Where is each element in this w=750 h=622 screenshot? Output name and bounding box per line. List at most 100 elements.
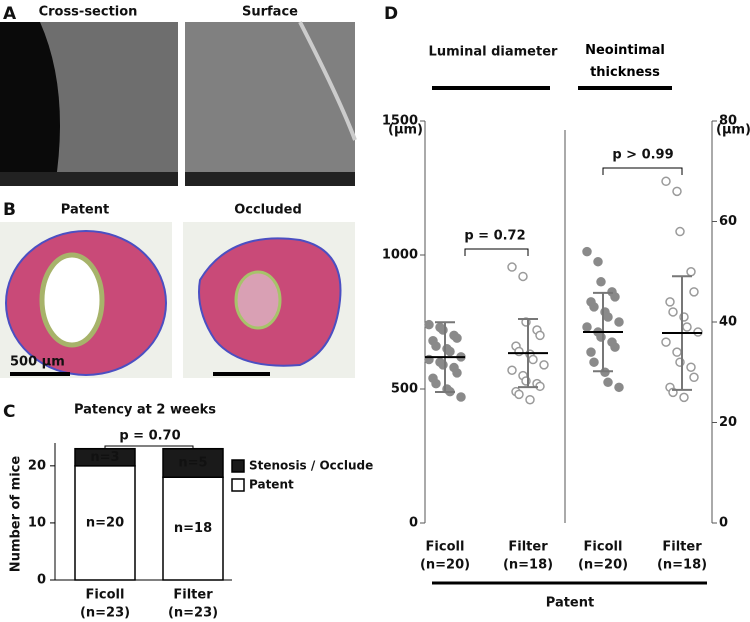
x-tick-sublabel: (n=18) xyxy=(503,558,553,573)
chart-title: Patency at 2 weeks xyxy=(74,403,216,418)
legend-label: Stenosis / Occlude xyxy=(249,459,373,473)
data-point xyxy=(686,362,696,372)
y2-axis-label: (µm) xyxy=(716,123,750,138)
data-point xyxy=(693,327,703,337)
y-tick-label: 500 xyxy=(391,382,418,397)
panel-label: D xyxy=(384,4,398,24)
data-point xyxy=(431,341,441,351)
image-title: Occluded xyxy=(234,203,302,218)
data-point xyxy=(518,271,528,282)
y2-tick-label: 40 xyxy=(719,315,737,330)
x-tick-sublabel: (n=20) xyxy=(420,558,470,573)
bar-segment xyxy=(74,465,136,581)
y-tick-label: 0 xyxy=(37,573,46,588)
x-tick-sublabel: (n=18) xyxy=(657,558,707,573)
data-point xyxy=(672,347,682,357)
data-point xyxy=(689,372,699,383)
data-point xyxy=(589,302,599,312)
data-point xyxy=(514,346,524,357)
data-point xyxy=(668,307,678,317)
data-point xyxy=(593,256,603,267)
bar-segment xyxy=(162,447,224,479)
data-point xyxy=(672,186,682,197)
y-tick-label: 20 xyxy=(28,458,46,473)
p-value: p = 0.72 xyxy=(464,229,525,244)
footer-label: Patent xyxy=(546,596,594,611)
data-point xyxy=(610,342,620,352)
x-tick-label: Ficoll xyxy=(584,540,623,555)
legend-swatch xyxy=(231,459,245,473)
data-point xyxy=(661,337,671,347)
y-tick-label: 0 xyxy=(409,516,418,531)
x-tick-label: Filter xyxy=(662,540,702,555)
x-tick-sublabel: (n=23) xyxy=(168,606,218,621)
p-value: p = 0.70 xyxy=(119,429,180,444)
y-tick-label: 10 xyxy=(28,515,46,530)
x-tick-label: Ficoll xyxy=(86,588,125,603)
sem-image xyxy=(0,21,357,186)
x-tick-sublabel: (n=20) xyxy=(578,558,628,573)
y-tick-label: 1000 xyxy=(382,248,418,263)
legend-label: Patent xyxy=(249,478,294,492)
data-point xyxy=(456,392,466,402)
y-axis-label: Number of mice xyxy=(9,456,24,573)
x-tick-sublabel: (n=23) xyxy=(80,606,130,621)
data-point xyxy=(452,333,462,343)
value-label: n=5 xyxy=(178,455,207,470)
data-point xyxy=(431,378,441,389)
scale-bar-label: 500 µm xyxy=(10,355,65,370)
value-label: n=3 xyxy=(90,450,119,465)
data-point xyxy=(686,267,696,277)
data-point xyxy=(603,377,613,388)
data-point xyxy=(535,330,545,341)
data-point xyxy=(596,277,606,287)
x-tick-label: Filter xyxy=(508,540,548,555)
data-point xyxy=(525,394,535,405)
data-point xyxy=(424,319,434,330)
group-header: Neointimal thickness xyxy=(585,43,665,80)
significance-bracket xyxy=(602,167,683,175)
panel-label: B xyxy=(3,200,16,220)
panel-label: A xyxy=(3,4,17,24)
x-tick-label: Filter xyxy=(173,588,213,603)
significance-bracket xyxy=(464,248,529,256)
y-axis-label: (µm) xyxy=(388,123,423,138)
image-title: Patent xyxy=(61,203,109,218)
data-point xyxy=(507,365,517,375)
data-point xyxy=(675,226,685,237)
data-point xyxy=(603,312,613,322)
data-point xyxy=(582,246,592,257)
y2-tick-label: 20 xyxy=(719,415,737,430)
header-box: Neointimal thickness xyxy=(585,43,665,80)
y2-tick-label: 80 xyxy=(719,114,737,129)
data-point xyxy=(452,368,462,378)
y-tick-label: 1500 xyxy=(382,114,418,129)
data-point xyxy=(614,317,624,327)
y2-tick-label: 0 xyxy=(719,516,728,531)
bar-segment xyxy=(162,476,224,581)
data-point xyxy=(679,392,689,403)
data-point xyxy=(665,297,675,307)
data-point xyxy=(614,382,624,393)
data-point xyxy=(514,389,524,400)
bar-segment xyxy=(74,447,136,467)
data-point xyxy=(528,354,538,365)
data-point xyxy=(610,292,620,302)
data-point xyxy=(445,346,455,357)
group-header: Luminal diameter xyxy=(429,45,558,60)
data-point xyxy=(539,360,549,370)
data-point xyxy=(689,287,699,297)
panel-label: C xyxy=(3,402,15,422)
p-value: p > 0.99 xyxy=(612,148,673,163)
data-point xyxy=(661,176,671,187)
data-point xyxy=(586,347,596,357)
y2-tick-label: 60 xyxy=(719,214,737,229)
data-point xyxy=(589,357,599,367)
image-title: Cross-section xyxy=(39,5,138,20)
data-point xyxy=(682,322,692,332)
data-point xyxy=(507,262,517,272)
data-point xyxy=(582,322,592,332)
x-tick-label: Ficoll xyxy=(426,540,465,555)
histology-image xyxy=(0,222,355,378)
